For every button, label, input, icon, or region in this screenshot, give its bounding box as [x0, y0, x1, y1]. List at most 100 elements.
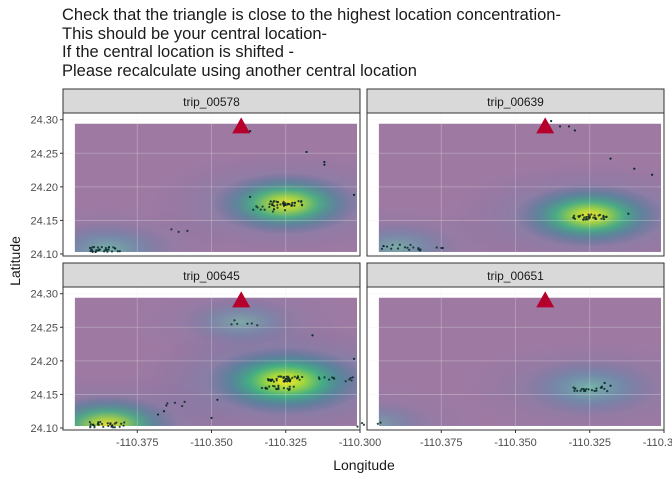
- location-point: [183, 400, 186, 403]
- location-point: [572, 216, 575, 219]
- location-point: [581, 213, 584, 216]
- facet-panel: trip_00578 24.10 24.15 24.20 24.25 24.30: [30, 88, 361, 261]
- location-point: [580, 388, 583, 391]
- location-point: [107, 246, 111, 249]
- y-tick-label: 24.20: [30, 182, 58, 194]
- location-point: [277, 375, 280, 378]
- location-point: [263, 208, 266, 211]
- location-point: [330, 376, 334, 379]
- location-point: [113, 422, 116, 425]
- location-point: [597, 214, 600, 217]
- location-point: [236, 322, 239, 326]
- location-point: [391, 243, 394, 246]
- location-point: [288, 203, 291, 206]
- location-point: [113, 426, 116, 429]
- location-point: [588, 217, 591, 220]
- density-layer: [74, 150, 358, 252]
- central-location-marker: [232, 117, 251, 134]
- location-point: [360, 421, 364, 425]
- location-point: [293, 204, 296, 207]
- density-layer: [74, 297, 358, 426]
- location-point: [260, 386, 264, 390]
- location-point: [118, 250, 121, 253]
- location-point: [600, 385, 603, 388]
- location-point: [602, 215, 605, 218]
- y-axis-label: Latitude: [7, 236, 23, 286]
- location-point: [252, 208, 255, 211]
- density-hotspot: [205, 347, 358, 415]
- location-point: [382, 244, 385, 248]
- facet-strip: [366, 262, 665, 288]
- location-point: [573, 389, 576, 392]
- location-point: [88, 420, 91, 424]
- y-tick-label: 24.25: [30, 148, 58, 160]
- panel-border: [366, 112, 665, 257]
- location-point: [362, 423, 366, 426]
- x-tick-label: -110.325: [568, 437, 611, 449]
- location-point: [259, 208, 262, 211]
- location-point: [230, 323, 233, 326]
- location-point: [603, 381, 606, 385]
- location-point: [350, 379, 353, 382]
- location-point: [385, 245, 389, 248]
- central-location-marker: [536, 117, 555, 134]
- y-tick-label: 24.10: [30, 249, 58, 261]
- location-point: [123, 421, 126, 424]
- location-point: [284, 377, 287, 380]
- location-point: [605, 215, 608, 219]
- location-point: [246, 322, 249, 325]
- location-point: [275, 377, 278, 380]
- x-tick-label: -110.375: [116, 437, 159, 449]
- location-point: [268, 205, 271, 209]
- density-hotspot: [181, 297, 302, 347]
- location-point: [348, 378, 351, 381]
- location-point: [249, 195, 252, 199]
- location-point: [116, 250, 120, 253]
- location-point: [272, 208, 276, 211]
- location-point: [567, 125, 571, 128]
- facet-label: trip_00645: [183, 269, 240, 283]
- location-point: [100, 245, 103, 249]
- x-tick-label: -110.375: [420, 437, 463, 449]
- location-point: [277, 384, 280, 387]
- location-point: [587, 213, 590, 216]
- location-point: [282, 386, 286, 390]
- location-point: [122, 424, 125, 427]
- title-line-4: Please recalculate using another central…: [62, 61, 417, 80]
- location-point: [92, 246, 96, 249]
- location-point: [89, 423, 92, 426]
- panel-border: [62, 112, 361, 257]
- location-point: [323, 376, 326, 379]
- location-point: [579, 214, 582, 217]
- x-axis-label: Longitude: [333, 457, 395, 473]
- location-point: [305, 150, 308, 154]
- location-point: [435, 246, 438, 249]
- density-hotspot: [378, 400, 432, 426]
- location-point: [408, 248, 411, 251]
- location-point: [177, 230, 180, 233]
- location-point: [300, 203, 304, 206]
- location-point: [277, 387, 280, 391]
- y-tick-label: 24.30: [30, 289, 58, 301]
- location-point: [271, 204, 274, 207]
- location-point: [602, 218, 606, 221]
- location-point: [396, 247, 400, 250]
- location-point: [186, 229, 189, 232]
- location-point: [291, 201, 294, 204]
- location-point: [352, 193, 356, 197]
- location-point: [293, 375, 296, 378]
- location-point: [286, 387, 289, 390]
- location-point: [582, 387, 585, 391]
- location-point: [297, 200, 300, 203]
- location-point: [573, 387, 576, 390]
- location-point: [627, 212, 630, 215]
- x-tick-label: -110.350: [494, 437, 537, 449]
- location-point: [600, 217, 603, 220]
- location-point: [107, 248, 110, 251]
- location-point: [110, 425, 113, 428]
- location-point: [406, 246, 409, 249]
- facet-strip: [62, 262, 361, 288]
- y-tick-label: 24.25: [30, 322, 58, 334]
- location-point: [603, 387, 606, 390]
